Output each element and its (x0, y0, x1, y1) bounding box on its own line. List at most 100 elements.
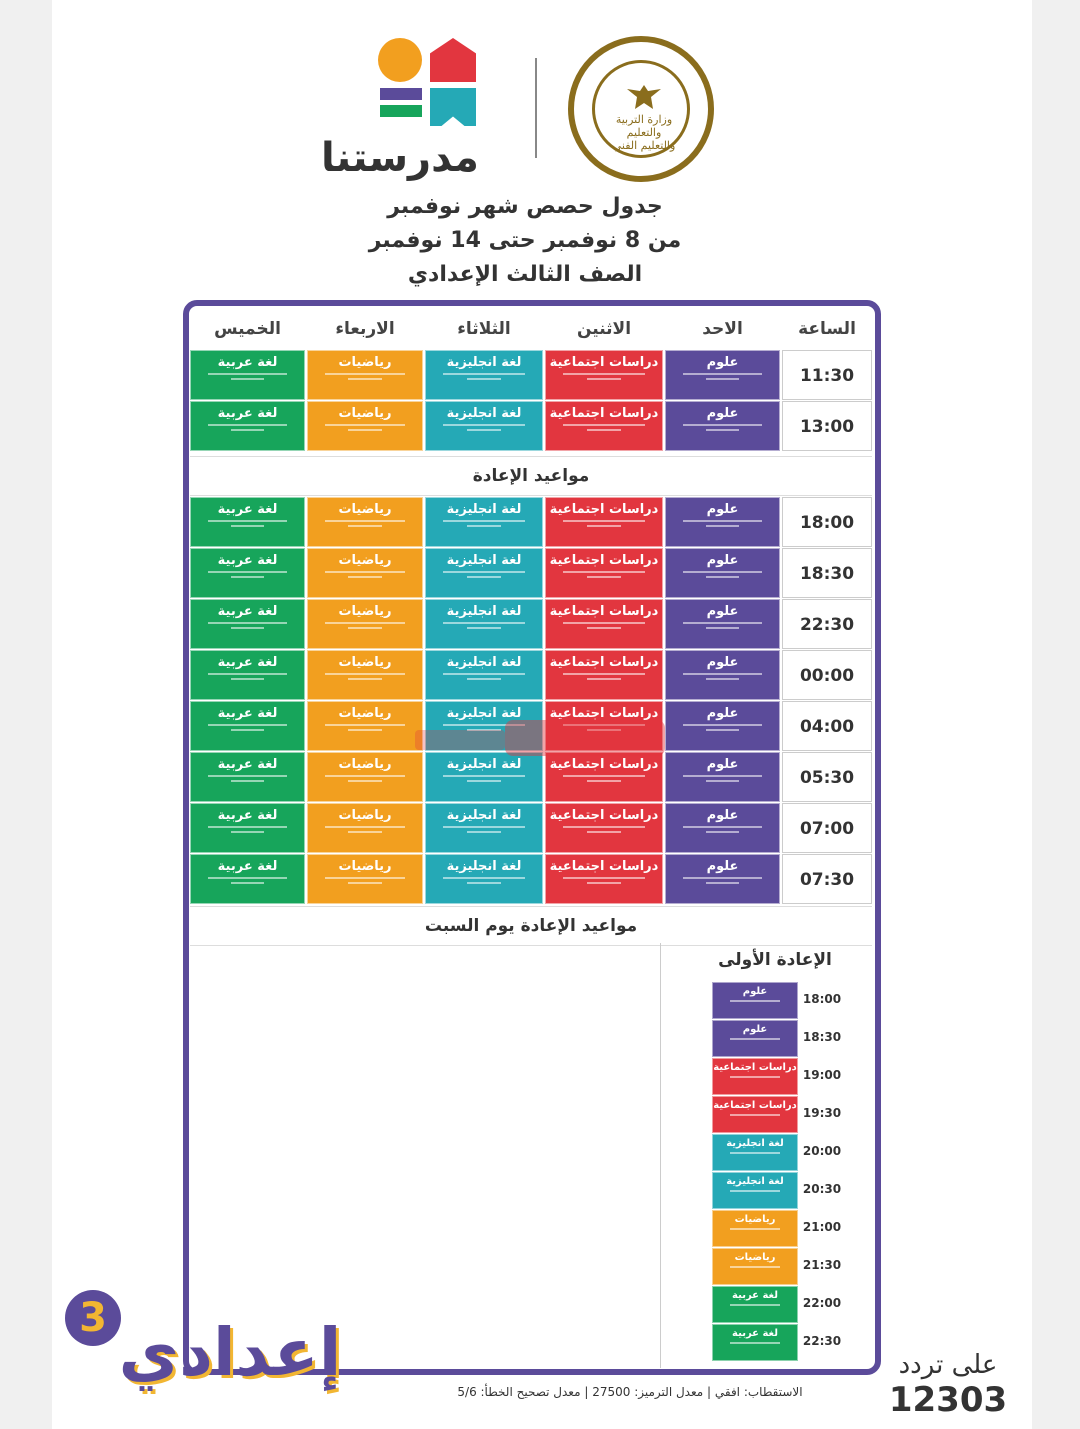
lesson-cell-sun: علوم (665, 401, 780, 451)
lesson-cell-tue: لغة انجليزية (425, 497, 543, 547)
saturday-detail-line (729, 1342, 781, 1344)
lesson-cell-wed: رياضيات (307, 752, 423, 802)
lesson-episode-line (586, 729, 622, 731)
lesson-episode-line (347, 576, 383, 578)
lesson-subject: لغة انجليزية (446, 502, 522, 517)
saturday-detail-line (729, 1228, 781, 1230)
saturday-lesson-cell: رياضيات (712, 1248, 798, 1285)
schedule-title: جدول حصص شهر نوفمبر (387, 194, 663, 219)
saturday-time: 20:00 (802, 1144, 842, 1158)
lesson-detail-line (443, 373, 525, 375)
lesson-subject: علوم (706, 406, 739, 421)
lesson-cell-wed: رياضيات (307, 401, 423, 451)
lesson-episode-line (705, 780, 740, 782)
lesson-subject: رياضيات (338, 355, 392, 370)
lesson-cell-thu: لغة عربية (190, 854, 305, 904)
lesson-detail-line (682, 826, 763, 828)
saturday-time: 21:30 (802, 1258, 842, 1272)
lesson-cell-thu: لغة عربية (190, 803, 305, 853)
saturday-detail-line (729, 1038, 781, 1040)
lesson-cell-thu: لغة عربية (190, 548, 305, 598)
lesson-subject: لغة عربية (217, 859, 278, 874)
saturday-lesson-cell: لغة عربية (712, 1324, 798, 1361)
lesson-detail-line (443, 724, 525, 726)
time-cell: 04:00 (782, 701, 872, 751)
lesson-subject: علوم (706, 808, 739, 823)
lesson-detail-line (563, 571, 645, 573)
lesson-episode-line (705, 729, 740, 731)
lesson-detail-line (325, 520, 405, 522)
lesson-subject: علوم (706, 502, 739, 517)
lesson-detail-line (682, 877, 763, 879)
lesson-episode-line (230, 627, 265, 629)
lesson-subject: رياضيات (338, 808, 392, 823)
lesson-cell-sun: علوم (665, 548, 780, 598)
saturday-divider (660, 943, 661, 1368)
lesson-subject: علوم (706, 604, 739, 619)
lesson-detail-line (207, 673, 288, 675)
lesson-episode-line (466, 729, 502, 731)
lesson-detail-line (682, 724, 763, 726)
lesson-detail-line (682, 520, 763, 522)
lesson-episode-line (230, 678, 265, 680)
lesson-cell-wed: رياضيات (307, 701, 423, 751)
lesson-cell-wed: رياضيات (307, 599, 423, 649)
lesson-cell-sun: علوم (665, 650, 780, 700)
lesson-detail-line (563, 877, 645, 879)
lesson-detail-line (563, 826, 645, 828)
lesson-episode-line (466, 678, 502, 680)
saturday-detail-line (729, 1152, 781, 1154)
lesson-episode-line (347, 678, 383, 680)
lesson-detail-line (207, 373, 288, 375)
lesson-episode-line (466, 429, 502, 431)
lesson-detail-line (563, 775, 645, 777)
lesson-episode-line (586, 831, 622, 833)
lesson-subject: رياضيات (338, 406, 392, 421)
lesson-subject: دراسات اجتماعية (549, 655, 659, 670)
lesson-episode-line (586, 429, 622, 431)
lesson-subject: لغة عربية (217, 553, 278, 568)
lesson-subject: رياضيات (338, 655, 392, 670)
lesson-subject: رياضيات (338, 757, 392, 772)
header-sunday: الاحد (702, 319, 743, 339)
time-cell: 22:30 (782, 599, 872, 649)
lesson-cell-tue: لغة انجليزية (425, 752, 543, 802)
lesson-cell-sun: علوم (665, 854, 780, 904)
lesson-cell-thu: لغة عربية (190, 350, 305, 400)
lesson-episode-line (466, 831, 502, 833)
grade-word: إعدادي (118, 1314, 342, 1391)
saturday-lesson-cell: لغة انجليزية (712, 1172, 798, 1209)
lesson-subject: دراسات اجتماعية (549, 757, 659, 772)
time-cell: 18:00 (782, 497, 872, 547)
lesson-episode-line (586, 576, 622, 578)
lesson-episode-line (586, 525, 622, 527)
lesson-cell-thu: لغة عربية (190, 752, 305, 802)
saturday-subject: لغة عربية (732, 1290, 778, 1301)
lesson-episode-line (705, 831, 740, 833)
time-cell: 07:30 (782, 854, 872, 904)
lesson-detail-line (443, 622, 525, 624)
lesson-episode-line (705, 378, 740, 380)
saturday-detail-line (729, 1114, 781, 1116)
lesson-subject: لغة انجليزية (446, 859, 522, 874)
lesson-subject: دراسات اجتماعية (549, 706, 659, 721)
saturday-time: 18:30 (802, 1030, 842, 1044)
lesson-detail-line (443, 673, 525, 675)
lesson-cell-tue: لغة انجليزية (425, 599, 543, 649)
lesson-episode-line (347, 525, 383, 527)
header-monday: الاثنين (576, 319, 632, 339)
lesson-detail-line (443, 571, 525, 573)
saturday-lesson-cell: دراسات اجتماعية (712, 1058, 798, 1095)
lesson-cell-tue: لغة انجليزية (425, 350, 543, 400)
saturday-detail-line (729, 1076, 781, 1078)
saturday-band: مواعيد الإعادة يوم السبت (190, 906, 872, 946)
lesson-episode-line (347, 831, 383, 833)
lesson-detail-line (682, 622, 763, 624)
lesson-subject: رياضيات (338, 604, 392, 619)
lesson-episode-line (230, 882, 265, 884)
lesson-episode-line (230, 378, 265, 380)
schedule-grade: الصف الثالث الإعدادي (407, 262, 643, 287)
lesson-cell-tue: لغة انجليزية (425, 548, 543, 598)
lesson-detail-line (682, 673, 763, 675)
lesson-detail-line (325, 826, 405, 828)
